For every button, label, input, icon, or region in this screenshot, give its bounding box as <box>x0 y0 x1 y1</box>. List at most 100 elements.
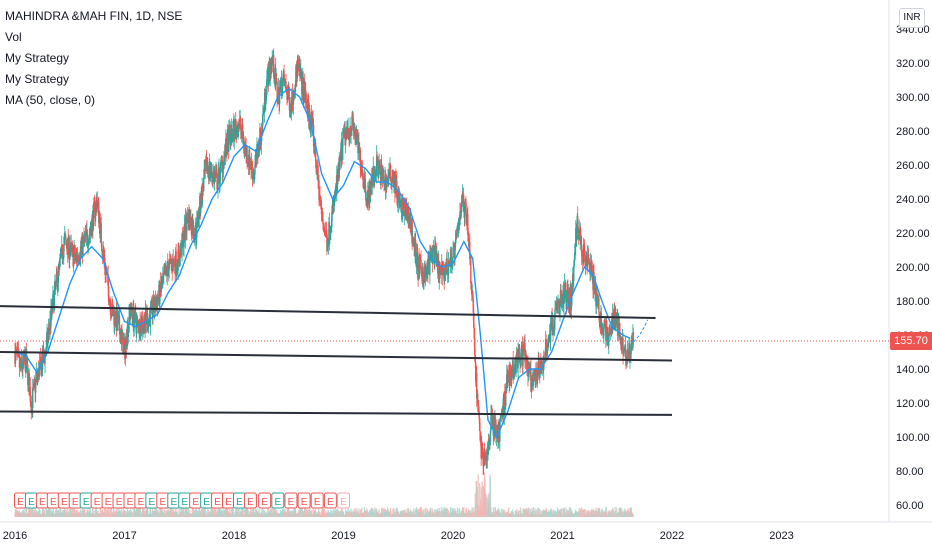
candle-body <box>219 163 222 180</box>
candle-body <box>256 144 258 160</box>
candle-body <box>362 179 365 183</box>
candle-body <box>584 254 586 266</box>
earnings-marker-label: E <box>236 497 243 508</box>
candle-body <box>264 89 267 104</box>
earnings-marker[interactable]: E <box>211 492 225 509</box>
earnings-marker[interactable]: E <box>13 492 27 509</box>
candle-body <box>359 150 362 169</box>
earnings-marker[interactable]: E <box>46 492 60 509</box>
volume-bar <box>610 509 612 517</box>
volume-indicator-label[interactable]: Vol <box>5 30 22 44</box>
symbol-title[interactable]: MAHINDRA &MAH FIN, 1D, NSE <box>5 9 183 23</box>
currency-badge[interactable]: INR <box>899 8 925 28</box>
earnings-marker[interactable]: E <box>271 492 285 509</box>
volume-bar <box>119 511 122 517</box>
candle-body <box>593 271 595 290</box>
trendline[interactable] <box>0 410 673 416</box>
earnings-marker[interactable]: E <box>297 492 311 509</box>
candle-body <box>156 299 159 311</box>
candle-body <box>273 77 275 82</box>
earnings-marker[interactable]: E <box>200 492 214 509</box>
trendlines[interactable] <box>0 305 673 416</box>
volume-bar <box>473 507 475 517</box>
candle-body <box>72 254 75 267</box>
candle-body <box>237 127 239 137</box>
volume-bar <box>121 511 123 517</box>
candle-body <box>275 78 278 82</box>
earnings-marker[interactable]: E <box>167 492 181 509</box>
earnings-marker[interactable]: E <box>189 492 203 509</box>
candle-body <box>425 266 427 276</box>
earnings-marker[interactable]: E <box>123 492 137 509</box>
candle-body <box>442 273 444 276</box>
candle-body <box>128 304 131 324</box>
candle-body <box>378 159 380 168</box>
candle-body <box>265 94 268 101</box>
candle-body <box>322 223 325 229</box>
earnings-marker[interactable]: E <box>243 492 257 509</box>
trendline[interactable] <box>0 351 673 362</box>
candle-body <box>179 251 181 266</box>
earnings-marker[interactable]: E <box>145 492 159 509</box>
candle-body <box>422 283 425 285</box>
time-axis[interactable]: 2016 2017 2018 2019 2020 2021 2022 2023 <box>3 530 794 542</box>
earnings-marker[interactable]: E <box>134 492 148 509</box>
earnings-marker[interactable]: E <box>232 492 246 509</box>
candle-body <box>309 123 312 131</box>
earnings-marker[interactable]: E <box>90 492 104 509</box>
candle-body <box>559 306 561 315</box>
earnings-marker[interactable]: E <box>35 492 49 509</box>
earnings-marker[interactable]: E <box>222 492 236 509</box>
candle-body <box>430 249 432 258</box>
volume-bar <box>92 508 94 517</box>
earnings-marker[interactable]: E <box>68 492 82 509</box>
candle-body <box>294 85 297 92</box>
candle-body <box>554 309 556 320</box>
volume-bar <box>312 508 314 517</box>
earnings-marker[interactable]: E <box>323 492 337 509</box>
candle-body <box>135 312 137 324</box>
candle-body <box>451 266 453 268</box>
candle-body <box>149 306 152 326</box>
moving-average-line <box>14 87 649 439</box>
earnings-marker[interactable]: E <box>178 492 192 509</box>
earnings-marker[interactable]: E <box>337 492 350 509</box>
candle-body <box>80 244 83 249</box>
earnings-marker[interactable]: E <box>101 492 115 509</box>
earnings-marker[interactable]: E <box>24 492 38 509</box>
volume-bar <box>584 508 586 517</box>
earnings-marker[interactable]: E <box>310 492 324 509</box>
candle-body <box>488 439 490 441</box>
candle-body <box>449 249 452 265</box>
candle-body <box>425 272 428 276</box>
candle-body <box>321 211 324 219</box>
candle-body <box>390 176 392 182</box>
volume-bar <box>214 509 217 517</box>
candle-body <box>262 114 264 126</box>
candle-body <box>291 91 293 114</box>
strategy-label-2[interactable]: My Strategy <box>5 72 70 86</box>
candle-body <box>225 138 228 151</box>
trendline[interactable] <box>0 305 656 319</box>
volume-bar <box>305 507 307 517</box>
earnings-marker[interactable]: E <box>57 492 71 509</box>
candle-body <box>364 178 367 192</box>
earnings-marker[interactable]: E <box>156 492 170 509</box>
candle-body <box>169 258 171 262</box>
volume-bar <box>76 509 79 517</box>
candle-body <box>582 243 585 262</box>
candle-body <box>382 169 385 180</box>
ma-indicator-label[interactable]: MA (50, close, 0) <box>5 93 96 107</box>
earnings-marker[interactable]: E <box>79 492 93 509</box>
strategy-label-1[interactable]: My Strategy <box>5 51 70 65</box>
earnings-marker[interactable]: E <box>284 492 298 509</box>
candle-body <box>147 319 150 327</box>
y-tick-label: 100.00 <box>896 432 930 444</box>
earnings-marker[interactable]: E <box>258 492 272 509</box>
candle-body <box>53 290 56 310</box>
earnings-marker[interactable]: E <box>112 492 126 509</box>
price-axis[interactable]: 60.0080.00100.00120.00140.00160.00180.00… <box>896 24 930 512</box>
